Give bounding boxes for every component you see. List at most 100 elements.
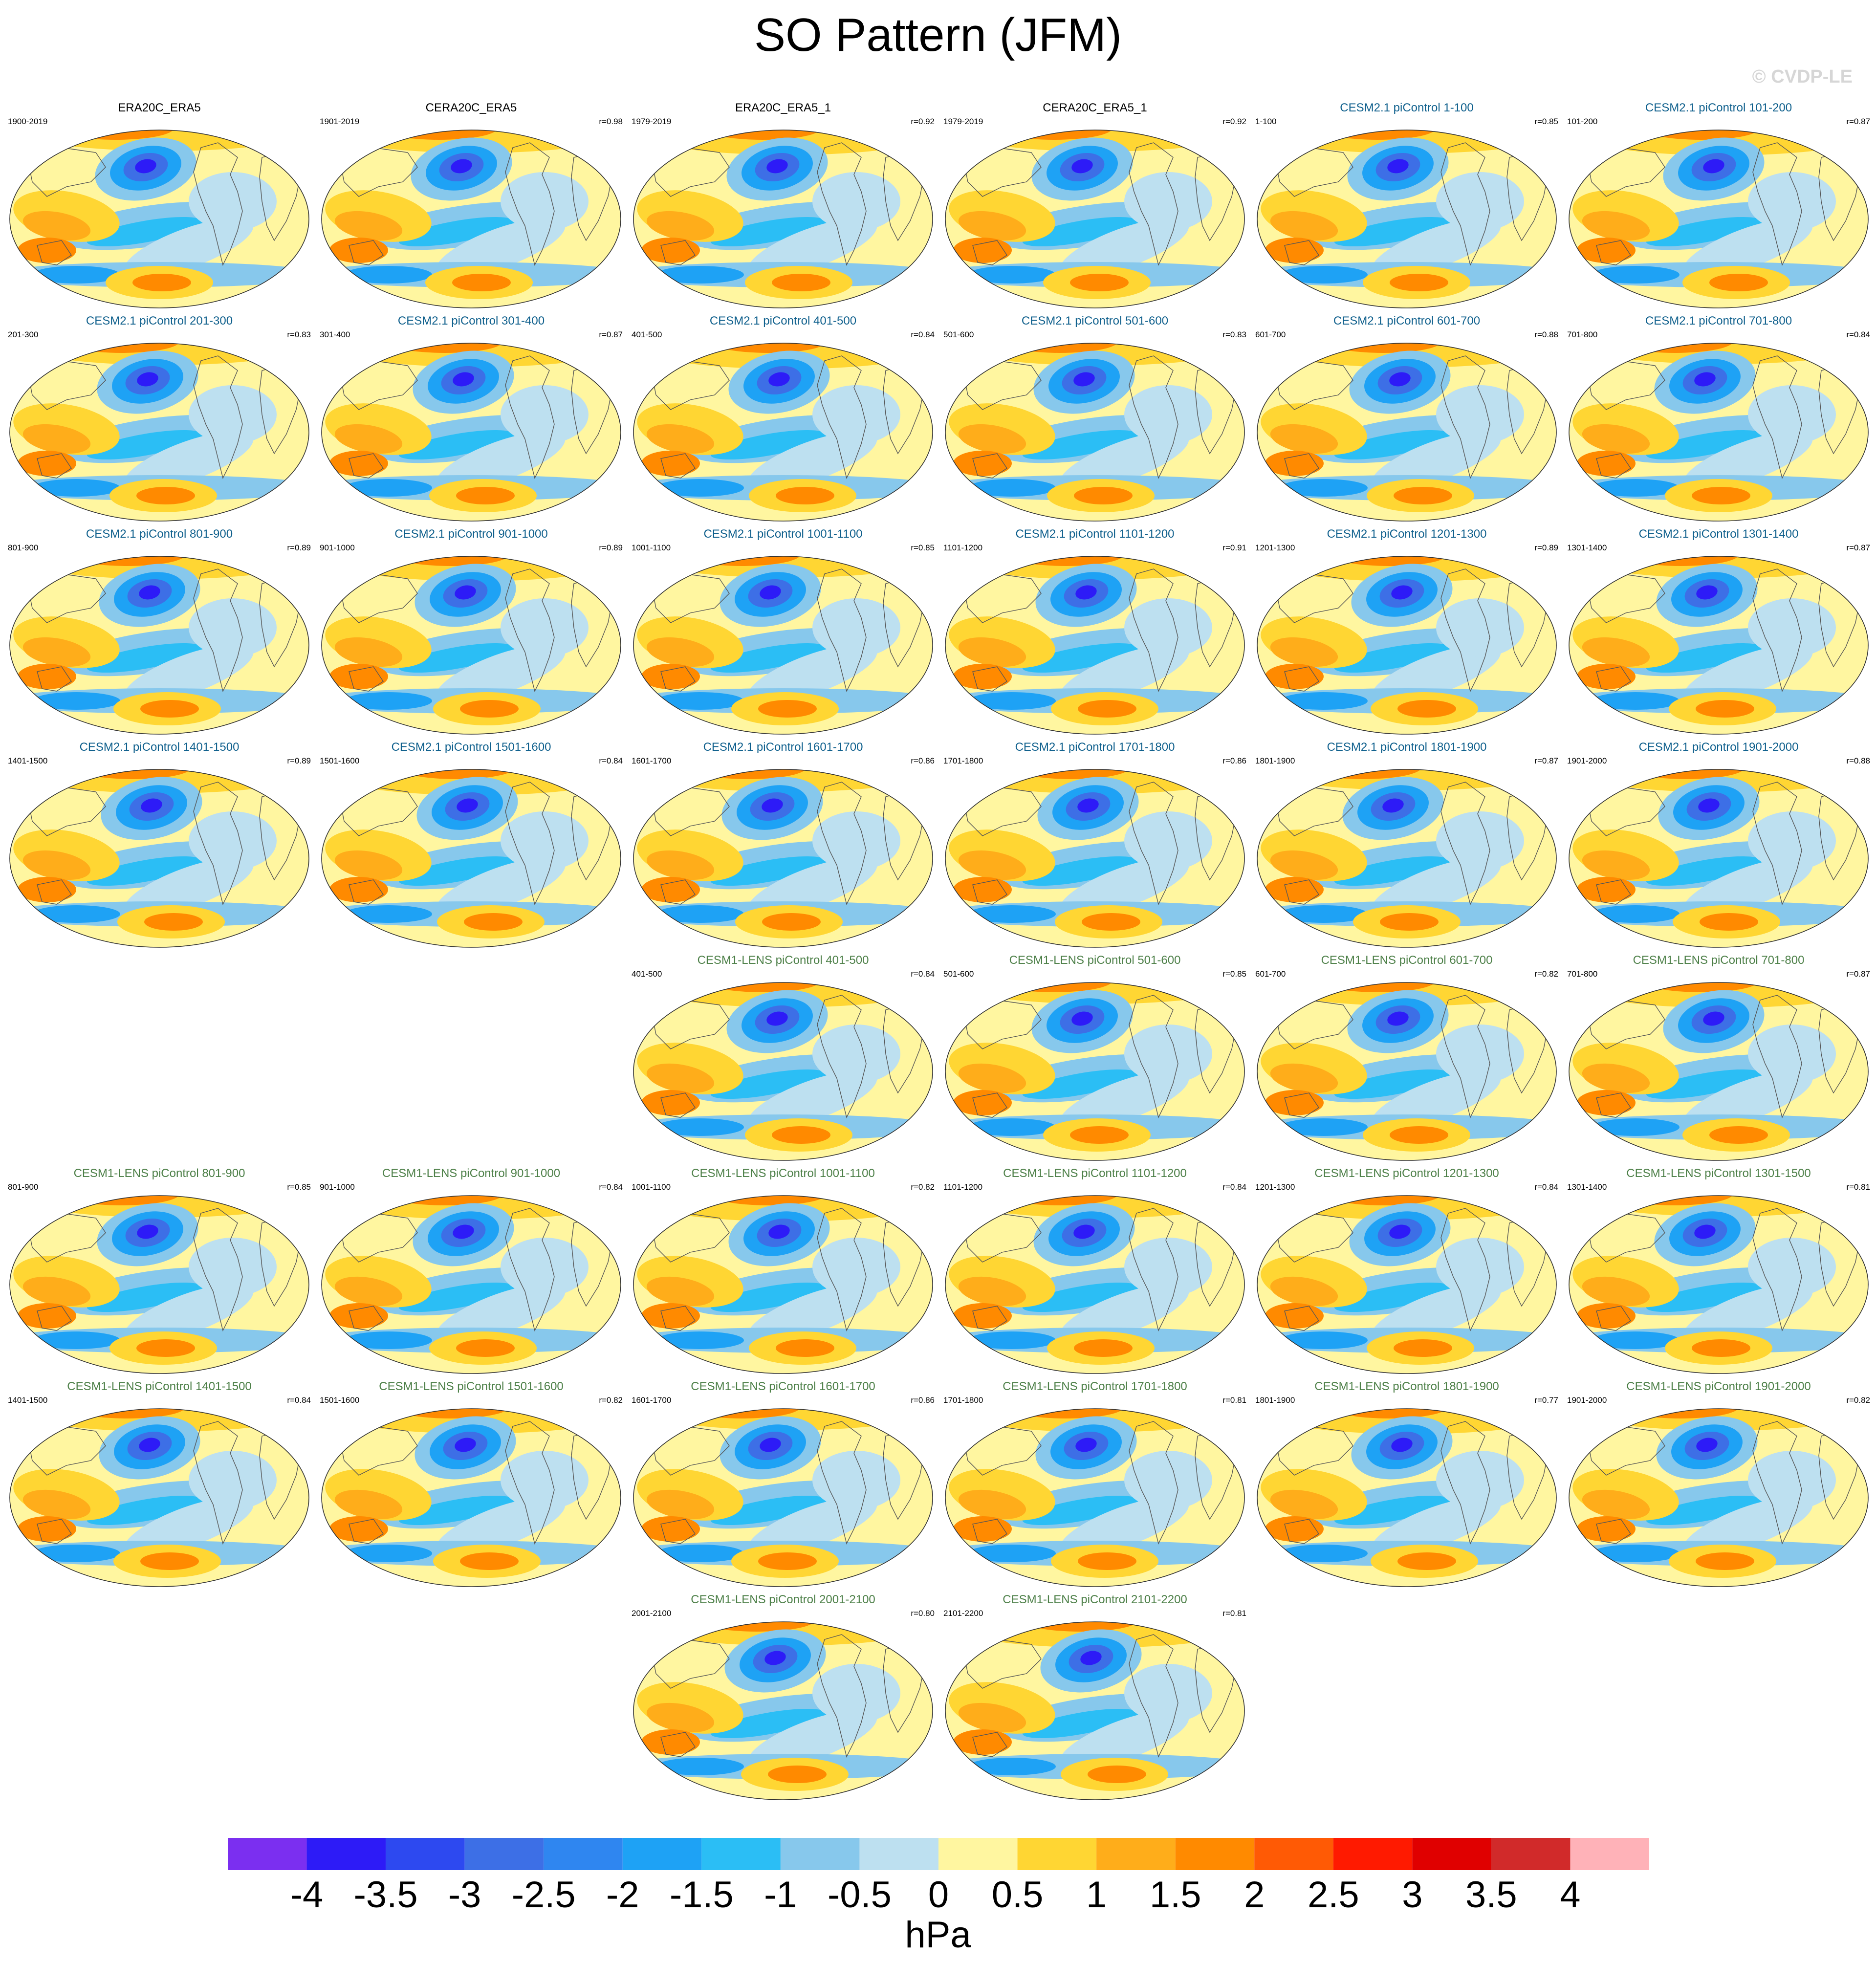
map-field xyxy=(321,556,621,735)
panel-years: 1401-1500 xyxy=(8,756,48,765)
anomaly-atlantic-negative xyxy=(501,1451,589,1509)
anomaly-tropical-pacific-negative-core xyxy=(1334,1282,1450,1312)
anomaly-southern-ocean-negative-core xyxy=(344,1331,432,1349)
panel-years: 1301-1400 xyxy=(1567,1182,1607,1192)
panel-pattern-correlation: r=0.89 xyxy=(287,543,311,552)
anomaly-atlantic-negative xyxy=(812,1238,900,1296)
panel-years: 1201-1300 xyxy=(1255,543,1295,552)
anomaly-west-pacific-positive-core xyxy=(1582,211,1650,241)
panel-title: CESM2.1 piControl 1501-1600 xyxy=(391,741,551,754)
anomaly-west-pacific-positive-core xyxy=(1270,1276,1338,1307)
anomaly-australia-positive xyxy=(641,1516,700,1542)
anomaly-southern-ocean-negative-core xyxy=(656,479,744,497)
anomaly-north-pacific-low-core xyxy=(762,798,783,813)
panel-title: CESM2.1 piControl 401-500 xyxy=(709,314,857,327)
anomaly-tropical-pacific-negative-core xyxy=(1334,643,1450,673)
map-boundary xyxy=(633,1621,933,1800)
anomaly-southern-ocean-negative-core xyxy=(656,1758,744,1775)
panel-title: CESM2.1 piControl 1001-1100 xyxy=(703,527,863,541)
map-field xyxy=(1257,130,1557,308)
panel-pattern-correlation: r=0.87 xyxy=(1846,543,1870,552)
panel-title: ERA20C_ERA5 xyxy=(118,101,201,114)
anomaly-atlantic-negative xyxy=(1436,385,1524,444)
map-panel: CESM2.1 piControl 1701-1800 1701-1800 r=0.… xyxy=(943,740,1246,950)
anomaly-atlantic-negative xyxy=(1124,1238,1212,1296)
anomaly-north-pacific-low-core xyxy=(1075,1438,1097,1452)
panel-years: 701-800 xyxy=(1567,969,1598,979)
anomaly-west-pacific-positive-core xyxy=(646,850,715,880)
map-field xyxy=(633,343,933,522)
anomaly-atlantic-negative xyxy=(812,1664,900,1723)
anomaly-southern-ocean-negative-core xyxy=(1280,1545,1368,1562)
anomaly-tropical-pacific-negative-core xyxy=(398,1495,515,1526)
panel-pattern-correlation: r=0.92 xyxy=(1222,117,1246,126)
anomaly-southern-ocean-negative-core xyxy=(344,1545,432,1562)
map-boundary xyxy=(321,1408,621,1587)
map-boundary xyxy=(321,556,621,735)
anomaly-west-pacific-positive-core xyxy=(1582,1063,1650,1093)
colorbar-box xyxy=(1412,1838,1491,1870)
anomaly-southern-ocean-positive-core xyxy=(758,1552,817,1570)
panel-title: CESM1-LENS piControl 501-600 xyxy=(1009,954,1181,967)
coastline-outline xyxy=(962,355,1237,480)
anomaly-atlantic-negative xyxy=(501,598,589,657)
map-panel: CESM2.1 piControl 1301-1400 1301-1400 r=0.… xyxy=(1567,527,1870,737)
panel-years: 1801-1900 xyxy=(1255,1396,1295,1405)
map-field xyxy=(1569,130,1869,308)
anomaly-southern-ocean-positive-core xyxy=(762,913,821,931)
panel-title: CESM2.1 piControl 701-800 xyxy=(1645,314,1792,327)
anomaly-southern-ocean-positive-core xyxy=(1692,1339,1750,1357)
panel-title: CESM2.1 piControl 301-400 xyxy=(397,314,545,327)
colorbar-box xyxy=(780,1838,860,1870)
panel-years: 1601-1700 xyxy=(632,756,672,765)
anomaly-southern-ocean-negative-core xyxy=(968,1331,1056,1349)
panel-pattern-correlation: r=0.85 xyxy=(1222,969,1246,979)
anomaly-southern-ocean-negative-core xyxy=(1592,1545,1680,1562)
anomaly-australia-positive xyxy=(1265,877,1324,902)
anomaly-tropical-pacific-negative-core xyxy=(398,430,515,460)
map-panel: CESM2.1 piControl 1801-1900 1801-1900 r=0.… xyxy=(1255,740,1558,950)
anomaly-north-pacific-low-core xyxy=(1075,585,1097,600)
panel-title: CESM1-LENS piControl 701-800 xyxy=(1633,954,1805,967)
anomaly-west-pacific-positive-core xyxy=(1582,1276,1650,1307)
panel-pattern-correlation: r=0.86 xyxy=(1222,756,1246,765)
anomaly-tropical-pacific-negative-core xyxy=(1646,217,1762,247)
anomaly-west-pacific-positive-core xyxy=(958,1702,1026,1733)
panel-title: CESM1-LENS piControl 1001-1100 xyxy=(691,1167,875,1180)
map-field xyxy=(1569,769,1869,948)
anomaly-australia-positive xyxy=(18,664,76,689)
anomaly-australia-positive xyxy=(329,1516,388,1542)
anomaly-southern-ocean-negative-core xyxy=(32,905,120,923)
map-boundary xyxy=(945,343,1245,522)
anomaly-southern-ocean-negative-core xyxy=(656,1545,744,1562)
coastline-outline xyxy=(962,568,1237,693)
map-field xyxy=(1257,1195,1557,1374)
anomaly-atlantic-negative xyxy=(812,172,900,231)
coastline-outline xyxy=(651,995,925,1119)
anomaly-west-pacific-positive-core xyxy=(646,1489,715,1520)
anomaly-north-pacific-low-core xyxy=(451,159,472,174)
panel-pattern-correlation: r=0.89 xyxy=(1534,543,1558,552)
panel-title: CESM2.1 piControl 1101-1200 xyxy=(1015,527,1175,541)
map-panel: CESM2.1 piControl 1501-1600 1501-1600 r=0.… xyxy=(320,740,623,950)
anomaly-southern-ocean-negative-core xyxy=(1280,905,1368,923)
anomaly-southern-ocean-positive-core xyxy=(1078,700,1136,718)
panel-pattern-correlation: r=0.84 xyxy=(911,969,935,979)
map-panel: CESM2.1 piControl 701-800 701-800 r=0.84 xyxy=(1567,314,1870,524)
anomaly-north-pacific-low-core xyxy=(1073,372,1095,387)
anomaly-west-pacific-positive-core xyxy=(1582,637,1650,667)
anomaly-southern-ocean-negative-core xyxy=(1280,1118,1368,1136)
anomaly-southern-ocean-negative-core xyxy=(1592,905,1680,923)
anomaly-west-pacific-positive-core xyxy=(646,424,715,454)
anomaly-atlantic-negative xyxy=(189,1238,277,1296)
map-panel: CESM2.1 piControl 801-900 801-900 r=0.89 xyxy=(8,527,311,737)
anomaly-tropical-pacific-negative-core xyxy=(1334,856,1450,886)
colorbar-box xyxy=(701,1838,781,1870)
map-panel: CESM1-LENS piControl 1501-1600 1501-1600 r… xyxy=(320,1379,623,1590)
panel-years: 1979-2019 xyxy=(632,117,672,126)
map-panel: CESM2.1 piControl 601-700 601-700 r=0.88 xyxy=(1255,314,1558,524)
panel-title: CESM1-LENS piControl 901-1000 xyxy=(382,1167,561,1180)
anomaly-australia-positive xyxy=(953,1516,1012,1542)
coastline-outline xyxy=(27,142,302,266)
anomaly-tropical-pacific-negative-core xyxy=(1646,856,1762,886)
